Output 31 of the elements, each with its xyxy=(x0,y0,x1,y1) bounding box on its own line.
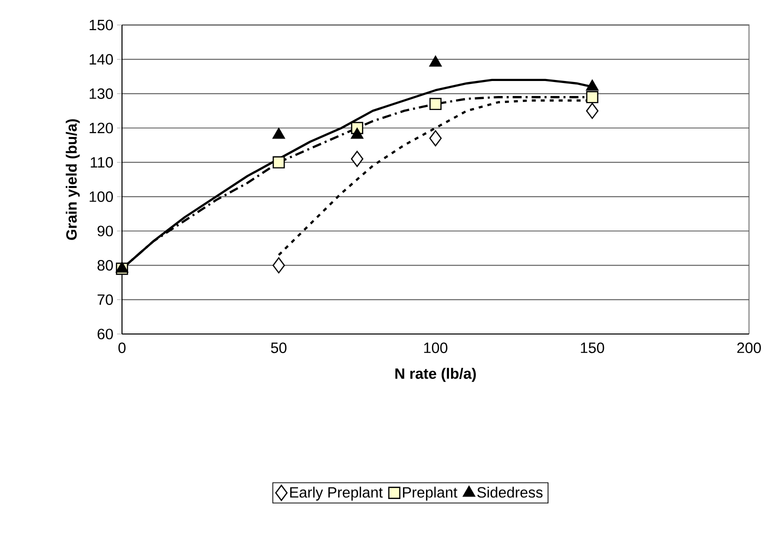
x-tick-label: 200 xyxy=(737,342,761,354)
x-axis-title: N rate (lb/a) xyxy=(395,368,476,382)
y-axis-title: Grain yield (bu/a) xyxy=(66,119,80,240)
point xyxy=(272,128,285,139)
y-tick-label: 110 xyxy=(90,157,113,168)
point xyxy=(429,56,442,67)
point xyxy=(350,128,364,139)
x-tick-label: 100 xyxy=(424,342,448,354)
x-tick-label: 150 xyxy=(580,342,604,354)
y-tick-label: 90 xyxy=(98,226,113,236)
x-tick-label: 50 xyxy=(271,342,286,354)
point xyxy=(350,150,364,167)
point xyxy=(272,257,285,274)
point xyxy=(586,80,598,91)
x-tick-label: 0 xyxy=(118,342,126,354)
y-tick-label: 140 xyxy=(90,54,113,65)
point xyxy=(429,130,442,146)
legend-label: Preplant xyxy=(402,486,458,501)
y-tick-label: 120 xyxy=(90,122,113,134)
y-tick-label: 60 xyxy=(98,328,113,340)
point xyxy=(586,91,598,104)
point xyxy=(429,98,442,110)
point xyxy=(586,102,598,119)
y-tick-label: 130 xyxy=(90,88,113,99)
point xyxy=(272,156,285,168)
y-tick-label: 150 xyxy=(90,20,113,30)
y-tick-label: 80 xyxy=(98,260,113,271)
legend-label: Early Preplant xyxy=(290,486,383,501)
y-tick-label: 100 xyxy=(90,191,113,202)
y-tick-label: 70 xyxy=(98,294,113,305)
legend-label: Sidedress xyxy=(477,486,543,498)
